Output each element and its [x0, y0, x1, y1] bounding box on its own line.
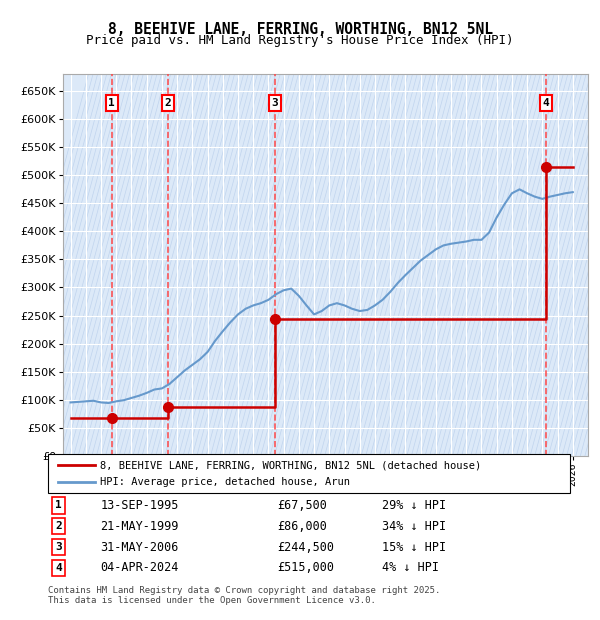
Text: 2: 2: [164, 98, 171, 108]
Text: This data is licensed under the Open Government Licence v3.0.: This data is licensed under the Open Gov…: [48, 596, 376, 606]
Text: 3: 3: [55, 542, 62, 552]
Text: 31-MAY-2006: 31-MAY-2006: [100, 541, 179, 554]
Text: 04-APR-2024: 04-APR-2024: [100, 562, 179, 575]
Text: Price paid vs. HM Land Registry's House Price Index (HPI): Price paid vs. HM Land Registry's House …: [86, 34, 514, 47]
FancyBboxPatch shape: [48, 454, 570, 493]
Text: Contains HM Land Registry data © Crown copyright and database right 2025.: Contains HM Land Registry data © Crown c…: [48, 586, 440, 595]
Text: 4: 4: [543, 98, 550, 108]
Text: 29% ↓ HPI: 29% ↓ HPI: [382, 498, 446, 511]
Text: £515,000: £515,000: [278, 562, 335, 575]
Text: 15% ↓ HPI: 15% ↓ HPI: [382, 541, 446, 554]
Text: 4% ↓ HPI: 4% ↓ HPI: [382, 562, 439, 575]
Text: £86,000: £86,000: [278, 520, 328, 533]
Text: 3: 3: [271, 98, 278, 108]
Text: 8, BEEHIVE LANE, FERRING, WORTHING, BN12 5NL: 8, BEEHIVE LANE, FERRING, WORTHING, BN12…: [107, 22, 493, 37]
Text: 4: 4: [55, 563, 62, 573]
Text: 1: 1: [109, 98, 115, 108]
Text: 13-SEP-1995: 13-SEP-1995: [100, 498, 179, 511]
Text: 1: 1: [55, 500, 62, 510]
Text: £244,500: £244,500: [278, 541, 335, 554]
Text: HPI: Average price, detached house, Arun: HPI: Average price, detached house, Arun: [100, 477, 350, 487]
Text: 34% ↓ HPI: 34% ↓ HPI: [382, 520, 446, 533]
Text: 2: 2: [55, 521, 62, 531]
Text: £67,500: £67,500: [278, 498, 328, 511]
Text: 21-MAY-1999: 21-MAY-1999: [100, 520, 179, 533]
Text: 8, BEEHIVE LANE, FERRING, WORTHING, BN12 5NL (detached house): 8, BEEHIVE LANE, FERRING, WORTHING, BN12…: [100, 460, 481, 470]
